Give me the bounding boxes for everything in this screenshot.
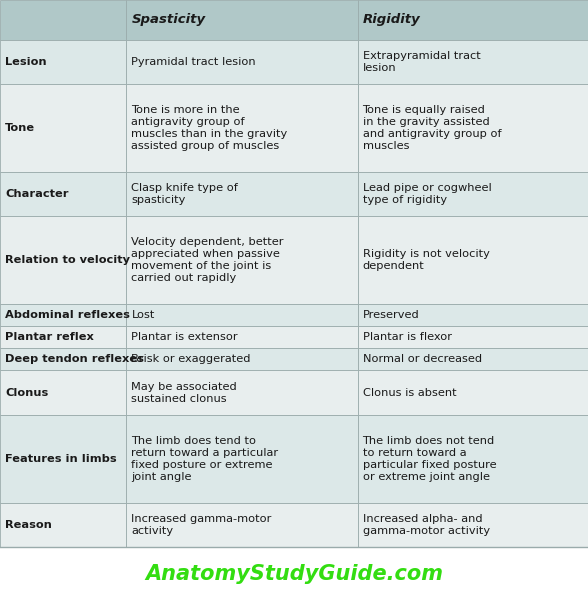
Text: The limb does not tend
to return toward a
particular fixed posture
or extreme jo: The limb does not tend to return toward … — [363, 436, 496, 482]
Bar — [358, 216, 588, 305]
Bar — [126, 326, 358, 349]
Bar — [0, 547, 588, 602]
Bar — [0, 0, 126, 40]
Text: May be associated
sustained clonus: May be associated sustained clonus — [132, 382, 237, 403]
Text: Increased gamma-motor
activity: Increased gamma-motor activity — [132, 514, 272, 536]
Text: Clonus: Clonus — [5, 388, 48, 397]
Text: Clasp knife type of
spasticity: Clasp knife type of spasticity — [132, 183, 238, 205]
Bar — [0, 216, 126, 305]
Text: AnatomyStudyGuide.com: AnatomyStudyGuide.com — [145, 565, 443, 585]
Text: Rigidity is not velocity
dependent: Rigidity is not velocity dependent — [363, 249, 489, 271]
Text: Brisk or exaggerated: Brisk or exaggerated — [132, 355, 251, 364]
Text: Relation to velocity: Relation to velocity — [5, 255, 130, 265]
Text: Plantar is flexor: Plantar is flexor — [363, 332, 452, 343]
Bar — [0, 40, 126, 84]
Bar — [358, 349, 588, 370]
Bar — [126, 305, 358, 326]
Text: Pyramidal tract lesion: Pyramidal tract lesion — [132, 57, 256, 67]
Text: Plantar is extensor: Plantar is extensor — [132, 332, 238, 343]
Text: Rigidity: Rigidity — [363, 13, 420, 26]
Bar — [0, 349, 126, 370]
Text: Character: Character — [5, 189, 68, 199]
Bar — [358, 503, 588, 547]
Text: Tone: Tone — [5, 123, 35, 133]
Bar — [126, 370, 358, 415]
Text: Reason: Reason — [5, 520, 52, 530]
Bar — [358, 370, 588, 415]
Text: Increased alpha- and
gamma-motor activity: Increased alpha- and gamma-motor activit… — [363, 514, 490, 536]
Bar — [126, 84, 358, 172]
Bar — [126, 503, 358, 547]
Text: The limb does tend to
return toward a particular
fixed posture or extreme
joint : The limb does tend to return toward a pa… — [132, 436, 279, 482]
Bar — [358, 84, 588, 172]
Bar — [358, 0, 588, 40]
Bar — [358, 415, 588, 503]
Text: Tone is equally raised
in the gravity assisted
and antigravity group of
muscles: Tone is equally raised in the gravity as… — [363, 105, 501, 151]
Text: Tone is more in the
antigravity group of
muscles than in the gravity
assisted gr: Tone is more in the antigravity group of… — [132, 105, 288, 151]
Text: Abdominal reflexes: Abdominal reflexes — [5, 311, 130, 320]
Text: Plantar reflex: Plantar reflex — [5, 332, 94, 343]
Bar — [0, 503, 126, 547]
Text: Extrapyramidal tract
lesion: Extrapyramidal tract lesion — [363, 51, 480, 73]
Text: Preserved: Preserved — [363, 311, 419, 320]
Bar — [358, 172, 588, 216]
Bar — [358, 305, 588, 326]
Bar — [0, 326, 126, 349]
Text: Lost: Lost — [132, 311, 155, 320]
Text: Normal or decreased: Normal or decreased — [363, 355, 482, 364]
Bar — [0, 84, 126, 172]
Bar — [358, 40, 588, 84]
Bar — [126, 216, 358, 305]
Text: Deep tendon reflexes: Deep tendon reflexes — [5, 355, 144, 364]
Bar — [126, 40, 358, 84]
Text: Lead pipe or cogwheel
type of rigidity: Lead pipe or cogwheel type of rigidity — [363, 183, 491, 205]
Bar — [126, 349, 358, 370]
Bar — [0, 370, 126, 415]
Bar — [358, 326, 588, 349]
Bar — [0, 305, 126, 326]
Text: Clonus is absent: Clonus is absent — [363, 388, 456, 397]
Text: Features in limbs: Features in limbs — [5, 454, 116, 464]
Text: Lesion: Lesion — [5, 57, 46, 67]
Text: Spasticity: Spasticity — [132, 13, 206, 26]
Text: Velocity dependent, better
appreciated when passive
movement of the joint is
car: Velocity dependent, better appreciated w… — [132, 237, 284, 283]
Bar — [126, 0, 358, 40]
Bar — [126, 415, 358, 503]
Bar — [0, 172, 126, 216]
Bar — [0, 415, 126, 503]
Bar — [126, 172, 358, 216]
